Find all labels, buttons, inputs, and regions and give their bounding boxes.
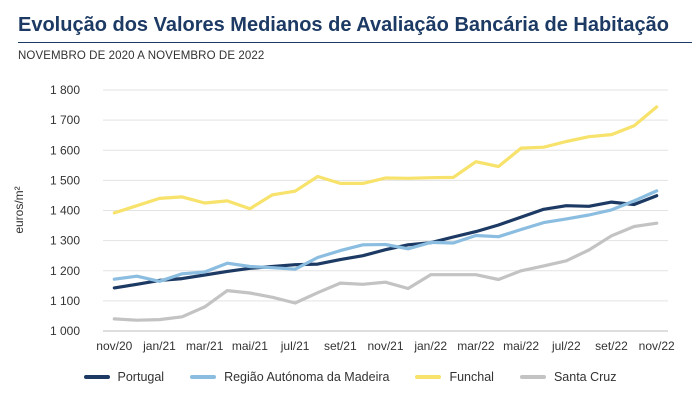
- legend-item: Portugal: [83, 370, 165, 384]
- x-tick-label: jan/22: [413, 339, 447, 353]
- series-line-regi-o-aut-noma-da-madeira: [112, 189, 659, 283]
- y-tick-label: 1 400: [50, 204, 80, 218]
- legend-label: Portugal: [117, 370, 165, 384]
- chart-title: Evolução dos Valores Medianos de Avaliaç…: [18, 14, 669, 36]
- x-tick-label: jan/21: [142, 339, 176, 353]
- chart-subtitle: NOVEMBRO DE 2020 A NOVEMBRO DE 2022: [18, 50, 265, 62]
- y-tick-label: 1 500: [50, 173, 80, 187]
- legend-swatch: [415, 375, 442, 379]
- y-tick-label: 1 100: [50, 294, 80, 308]
- y-tick-label: 1 800: [50, 83, 80, 97]
- x-tick-label: mar/21: [186, 339, 224, 353]
- legend-swatch: [519, 375, 546, 379]
- legend-label: Santa Cruz: [553, 370, 617, 384]
- legend-swatch: [83, 375, 110, 379]
- x-tick-label: set/21: [324, 339, 357, 353]
- legend: Portugal Região Autónoma da Madeira Funcha…: [0, 370, 700, 384]
- y-tick-label: 1 700: [50, 113, 80, 127]
- y-tick-label: 1 000: [50, 324, 80, 338]
- x-tick-label: nov/21: [367, 339, 403, 353]
- series-line-funchal: [112, 105, 659, 215]
- legend-swatch: [190, 375, 217, 379]
- legend-item: Santa Cruz: [519, 370, 617, 384]
- series-line-santa-cruz: [112, 221, 659, 322]
- y-tick-label: 1 600: [50, 143, 80, 157]
- legend-label: Região Autónoma da Madeira: [224, 370, 390, 384]
- title-divider: [18, 42, 692, 43]
- x-tick-label: set/22: [595, 339, 628, 353]
- y-tick-label: 1 300: [50, 234, 80, 248]
- series-line-portugal: [112, 194, 659, 290]
- x-tick-label: jul/22: [551, 339, 581, 353]
- legend-label: Funchal: [449, 370, 494, 384]
- legend-item: Região Autónoma da Madeira: [190, 370, 389, 384]
- x-tick-label: nov/20: [96, 339, 132, 353]
- x-tick-label: mai/21: [232, 339, 268, 353]
- x-tick-label: jul/21: [280, 339, 310, 353]
- x-tick-label: mar/22: [457, 339, 495, 353]
- y-tick-label: 1 200: [50, 264, 80, 278]
- x-tick-label: mai/22: [503, 339, 539, 353]
- x-tick-label: nov/22: [639, 339, 675, 353]
- legend-item: Funchal: [415, 370, 494, 384]
